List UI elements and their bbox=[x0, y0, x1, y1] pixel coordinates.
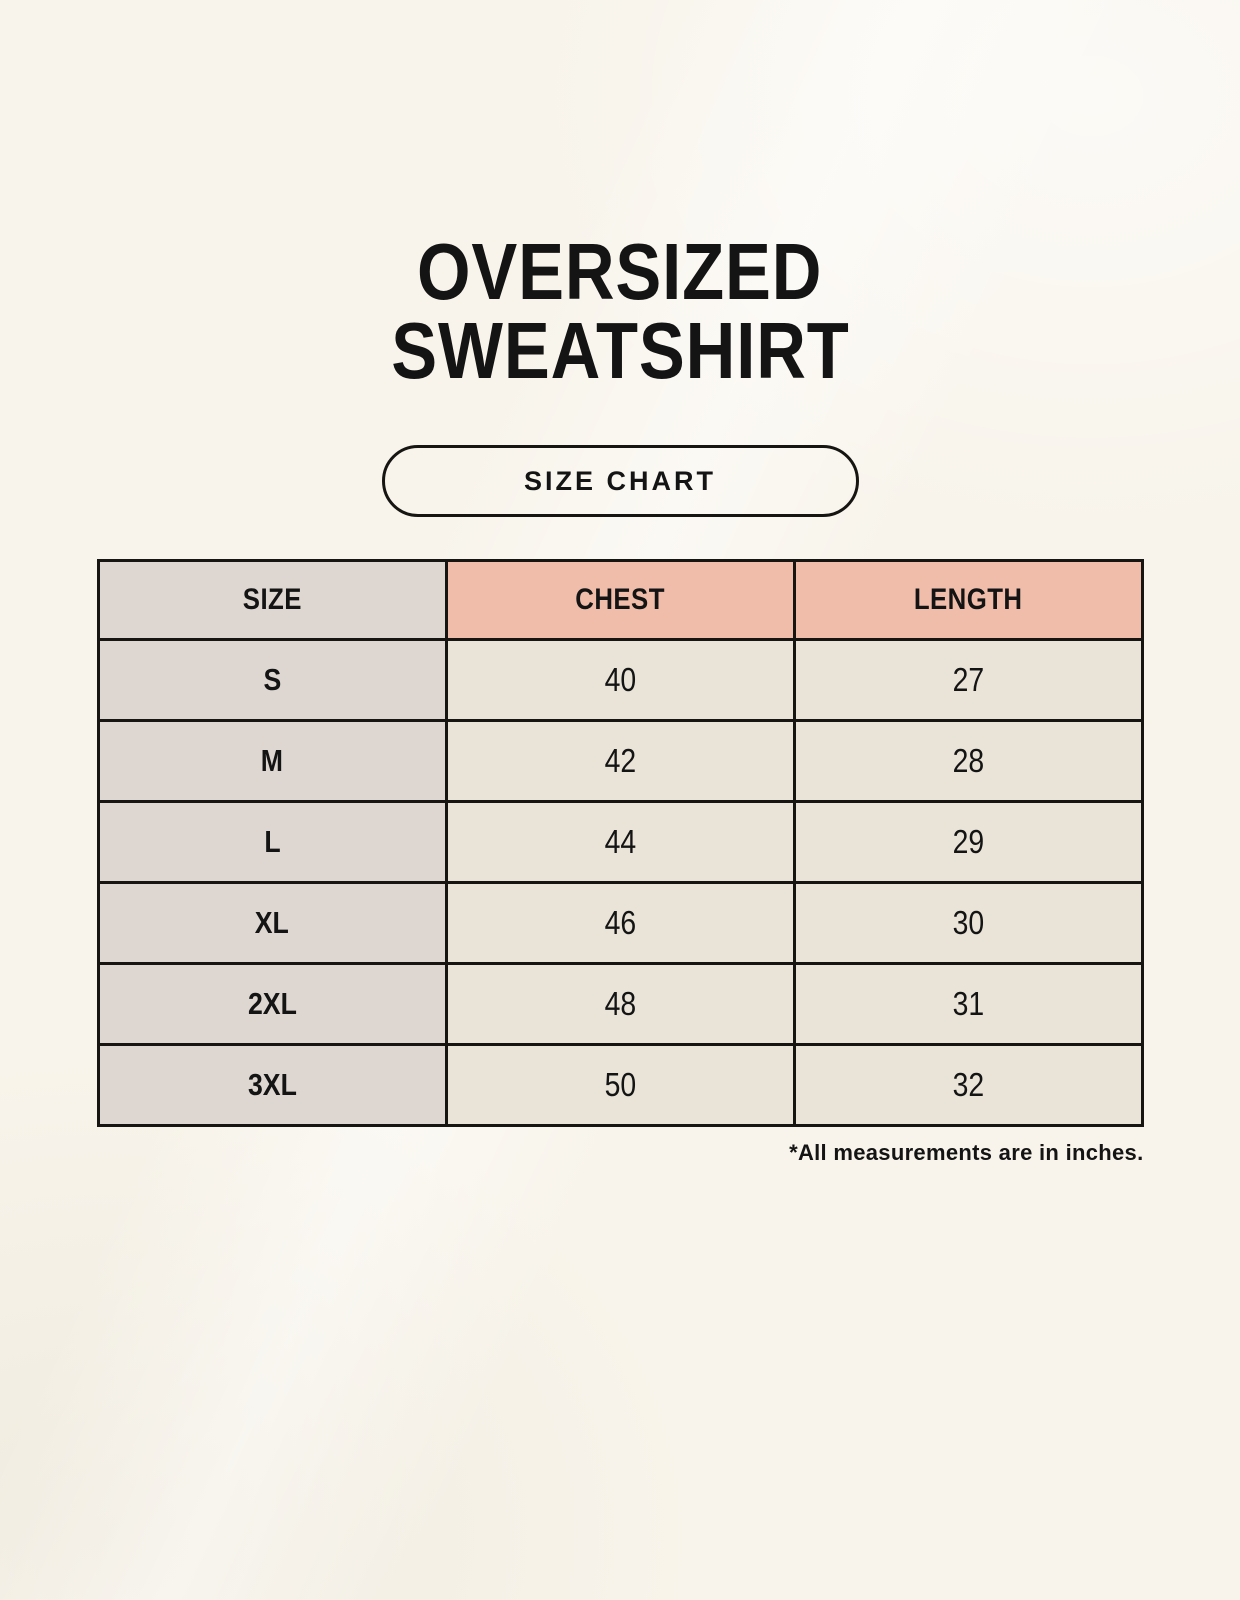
measurements-footnote: *All measurements are in inches. bbox=[789, 1140, 1144, 1166]
table-row: S 40 27 bbox=[96, 638, 1144, 723]
size-cell: 2XL bbox=[96, 962, 448, 1047]
size-column-header: SIZE bbox=[96, 559, 448, 642]
chest-value-cell: 50 bbox=[444, 1043, 796, 1128]
table-row: XL 46 30 bbox=[96, 881, 1144, 966]
size-chart-badge: SIZE CHART bbox=[381, 445, 859, 518]
size-cell: 3XL bbox=[96, 1043, 448, 1128]
size-cell: S bbox=[96, 638, 448, 723]
product-title: OVERSIZED SWEATSHIRT bbox=[0, 0, 1240, 390]
size-chart-table: SIZE CHEST LENGTH S 40 27 M 42 28 L 44 2… bbox=[96, 559, 1144, 1128]
length-value-cell: 31 bbox=[792, 962, 1144, 1047]
size-cell: L bbox=[96, 800, 448, 885]
chest-value-cell: 48 bbox=[444, 962, 796, 1047]
length-value-cell: 29 bbox=[792, 800, 1144, 885]
chest-value-cell: 44 bbox=[444, 800, 796, 885]
table-row: L 44 29 bbox=[96, 800, 1144, 885]
table-row: 2XL 48 31 bbox=[96, 962, 1144, 1047]
table-header-row: SIZE CHEST LENGTH bbox=[96, 559, 1144, 642]
size-cell: XL bbox=[96, 881, 448, 966]
product-title-line-1: OVERSIZED bbox=[417, 227, 823, 316]
table-row: 3XL 50 32 bbox=[96, 1043, 1144, 1128]
chest-column-header: CHEST bbox=[444, 559, 796, 642]
table-row: M 42 28 bbox=[96, 719, 1144, 804]
length-value-cell: 32 bbox=[792, 1043, 1144, 1128]
size-cell: M bbox=[96, 719, 448, 804]
length-value-cell: 27 bbox=[792, 638, 1144, 723]
length-value-cell: 30 bbox=[792, 881, 1144, 966]
length-value-cell: 28 bbox=[792, 719, 1144, 804]
product-title-line-2: SWEATSHIRT bbox=[390, 306, 850, 396]
chest-value-cell: 42 bbox=[444, 719, 796, 804]
size-chart-badge-label: SIZE CHART bbox=[524, 465, 716, 496]
chest-value-cell: 46 bbox=[444, 881, 796, 966]
length-column-header: LENGTH bbox=[792, 559, 1144, 642]
chest-value-cell: 40 bbox=[444, 638, 796, 723]
